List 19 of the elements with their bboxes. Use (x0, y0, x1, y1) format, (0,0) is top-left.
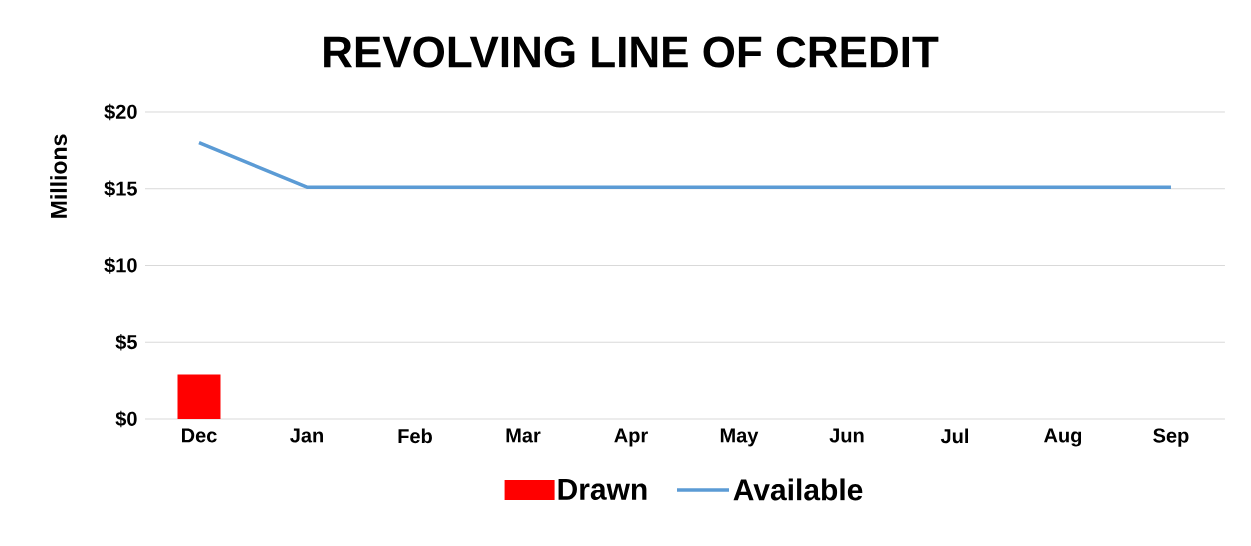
x-tick-label: Mar (506, 428, 541, 443)
legend-label: Drawn (558, 478, 647, 500)
x-tick-label: May (720, 428, 759, 447)
x-tick-label: Jun (829, 428, 864, 443)
x-tick-label: Aug (1044, 428, 1082, 447)
y-axis-title: Millions (50, 134, 68, 218)
y-tick-label: $20 (104, 103, 137, 121)
x-tick-label: Feb (398, 428, 432, 444)
y-tick-label: $15 (104, 180, 137, 197)
x-tick-label: Jul (940, 428, 968, 444)
x-tick-label: Jan (290, 428, 323, 443)
y-tick-label: $5 (115, 334, 137, 351)
y-tick-label: $0 (115, 410, 137, 428)
chart-title: REVOLVING LINE OF CREDIT (324, 36, 939, 68)
y-tick-label: $10 (104, 257, 137, 274)
x-tick-label: Dec (182, 428, 217, 443)
x-tick-label: Sep (1153, 428, 1189, 447)
legend-label: Available (733, 478, 863, 501)
x-tick-label: Apr (614, 428, 648, 447)
